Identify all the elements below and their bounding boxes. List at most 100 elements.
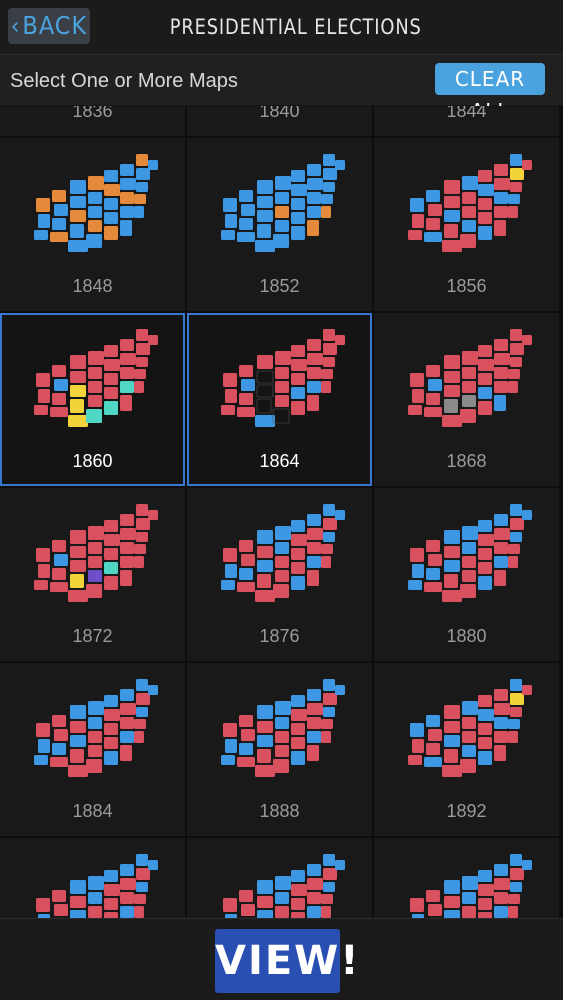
- state-shape: [257, 560, 273, 572]
- state-shape: [494, 395, 506, 411]
- state-shape: [104, 212, 118, 224]
- state-shape: [52, 568, 66, 580]
- map-year-label: 1884: [72, 801, 113, 821]
- back-button[interactable]: ‹ BACK: [8, 8, 90, 44]
- view-button[interactable]: VIEW!: [215, 929, 359, 993]
- state-shape: [257, 180, 273, 194]
- state-shape: [307, 906, 321, 918]
- state-shape: [522, 860, 532, 870]
- map-tile[interactable]: 1880: [374, 488, 559, 661]
- state-shape: [291, 401, 305, 415]
- state-shape: [494, 192, 508, 204]
- map-tile[interactable]: 1868: [374, 313, 559, 486]
- state-shape: [70, 196, 86, 208]
- state-shape: [444, 210, 460, 222]
- map-tile[interactable]: [0, 838, 185, 918]
- state-shape: [444, 896, 460, 908]
- state-shape: [508, 206, 518, 218]
- state-shape: [237, 582, 255, 592]
- state-shape: [291, 387, 305, 399]
- state-shape: [444, 910, 460, 918]
- state-shape: [221, 405, 235, 415]
- state-shape: [412, 389, 424, 403]
- state-shape: [428, 729, 442, 741]
- state-shape: [88, 542, 102, 554]
- map-grid[interactable]: 1836 1840 1844 1848 1852 1856 1860 1864 1868 1872…: [0, 106, 563, 918]
- state-shape: [120, 864, 134, 876]
- map-tile[interactable]: 1888: [187, 663, 372, 836]
- state-shape: [426, 365, 440, 377]
- state-shape: [335, 685, 345, 695]
- state-shape: [444, 721, 460, 733]
- state-shape: [257, 910, 273, 918]
- state-shape: [223, 548, 237, 562]
- state-shape: [86, 234, 102, 248]
- state-shape: [273, 584, 289, 598]
- state-shape: [462, 906, 476, 918]
- map-tile[interactable]: 1840: [187, 106, 372, 136]
- state-shape: [291, 212, 305, 224]
- state-shape: [136, 854, 148, 866]
- map-tile[interactable]: 1864: [187, 313, 372, 486]
- state-shape: [424, 582, 442, 592]
- state-shape: [323, 343, 337, 355]
- map-tile[interactable]: 1844: [374, 106, 559, 136]
- state-shape: [494, 514, 508, 526]
- state-shape: [257, 749, 271, 763]
- state-shape: [323, 679, 335, 691]
- state-shape: [257, 196, 273, 208]
- map-tile[interactable]: 1852: [187, 138, 372, 311]
- map-tile[interactable]: 1884: [0, 663, 185, 836]
- map-year-label: 1892: [446, 801, 487, 821]
- map-year-label: 1848: [72, 276, 113, 296]
- map-tile[interactable]: 1848: [0, 138, 185, 311]
- state-shape: [510, 168, 524, 180]
- state-shape: [291, 345, 305, 357]
- state-shape: [36, 898, 50, 912]
- state-shape: [323, 707, 335, 717]
- state-shape: [120, 878, 136, 890]
- state-shape: [148, 160, 158, 170]
- map-tile[interactable]: [374, 838, 559, 918]
- clear-all-button[interactable]: CLEAR ALL: [435, 63, 545, 123]
- state-shape: [410, 723, 424, 737]
- state-shape: [307, 528, 323, 540]
- state-shape: [426, 190, 440, 202]
- state-shape: [462, 701, 478, 715]
- map-tile[interactable]: 1872: [0, 488, 185, 661]
- state-shape: [88, 701, 104, 715]
- state-shape: [104, 870, 118, 882]
- state-shape: [412, 214, 424, 228]
- state-shape: [444, 546, 460, 558]
- state-shape: [307, 556, 321, 568]
- state-shape: [88, 206, 102, 218]
- map-tile[interactable]: 1836: [0, 106, 185, 136]
- map-tile[interactable]: 1892: [374, 663, 559, 836]
- state-shape: [50, 407, 68, 417]
- map-tile[interactable]: 1856: [374, 138, 559, 311]
- state-shape: [88, 876, 104, 890]
- map-tile[interactable]: 1860: [0, 313, 185, 486]
- state-shape: [494, 381, 508, 393]
- election-map-icon: [410, 854, 532, 918]
- state-shape: [134, 719, 146, 729]
- state-shape: [70, 180, 86, 194]
- state-shape: [307, 864, 321, 876]
- state-shape: [307, 542, 321, 554]
- map-tile[interactable]: [187, 838, 372, 918]
- state-shape: [291, 870, 305, 882]
- state-shape: [52, 743, 66, 755]
- map-year-label: 1856: [446, 276, 487, 296]
- state-shape: [104, 170, 118, 182]
- state-shape: [88, 717, 102, 729]
- state-shape: [241, 204, 255, 216]
- state-shape: [257, 721, 273, 733]
- state-shape: [428, 554, 442, 566]
- state-shape: [321, 206, 331, 218]
- state-shape: [239, 715, 253, 727]
- state-shape: [462, 570, 476, 582]
- state-shape: [522, 160, 532, 170]
- state-shape: [52, 218, 66, 230]
- state-shape: [478, 912, 492, 918]
- map-tile[interactable]: 1876: [187, 488, 372, 661]
